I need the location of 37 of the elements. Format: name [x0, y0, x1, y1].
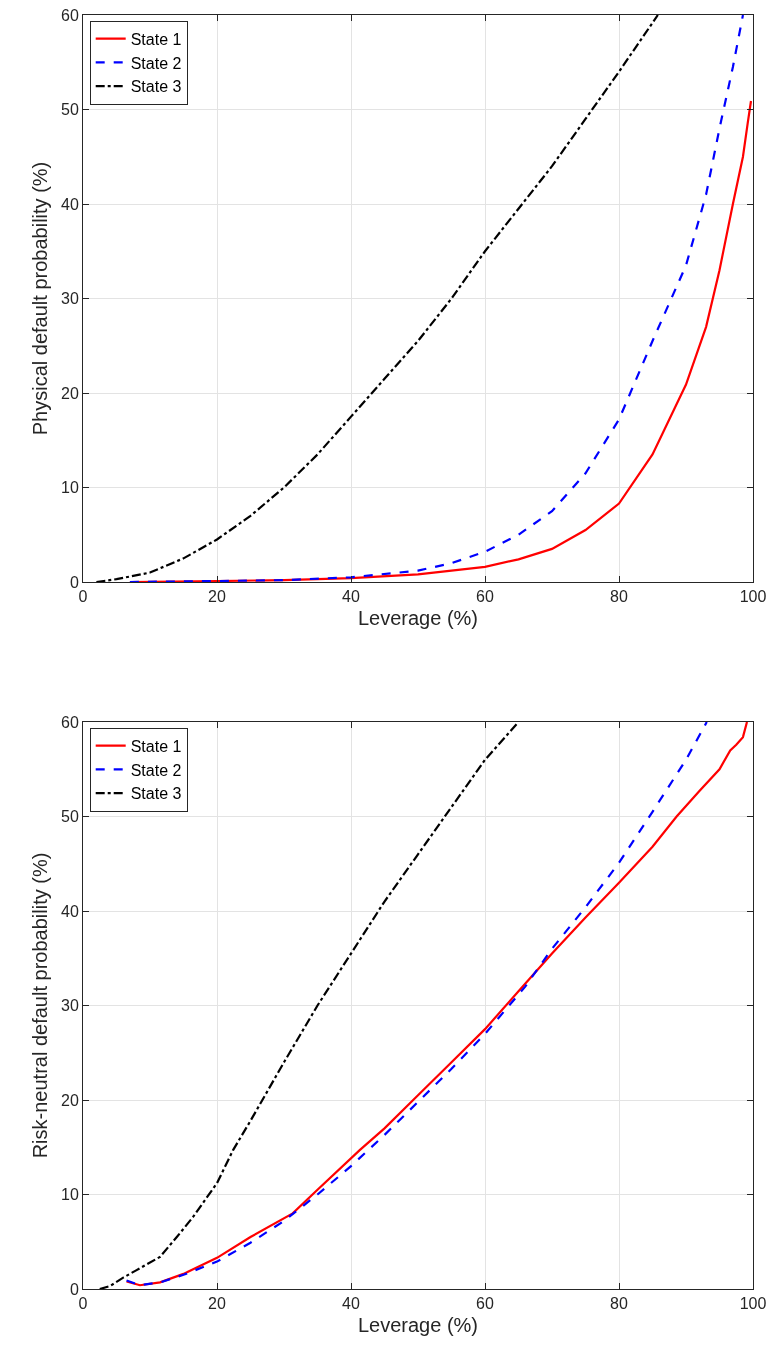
y-tick-label: 50: [61, 101, 79, 119]
x-tick-label: 20: [208, 1295, 226, 1313]
x-tick-label: 60: [476, 588, 494, 606]
y-tick-label: 40: [61, 902, 79, 920]
y-tick-label: 60: [61, 6, 79, 24]
y-tick-label: 0: [69, 573, 79, 591]
line-series: [98, 722, 520, 1289]
legend-label: State 1: [130, 737, 182, 755]
y-tick-label: 40: [61, 195, 79, 213]
x-axis-title: Leverage (%): [357, 1313, 479, 1336]
y-tick-label: 20: [61, 384, 79, 402]
x-tick-label: 20: [208, 588, 226, 606]
y-tick-label: 50: [61, 808, 79, 826]
y-tick-label: 30: [61, 290, 79, 308]
x-tick-label: 80: [610, 588, 628, 606]
x-tick-label: 60: [476, 1295, 494, 1313]
y-tick-label: 60: [61, 713, 79, 731]
x-axis-title: Leverage (%): [357, 606, 479, 629]
legend-label: State 1: [130, 30, 182, 48]
x-tick-label: 100: [739, 588, 767, 606]
legend-label: State 3: [130, 785, 182, 803]
y-axis-title: Risk-neutral default probability (%): [28, 852, 51, 1159]
y-tick-label: 20: [61, 1091, 79, 1109]
y-tick-label: 30: [61, 997, 79, 1015]
line-series: [95, 15, 659, 582]
legend-label: State 3: [130, 78, 182, 96]
x-tick-label: 40: [342, 1295, 360, 1313]
x-tick-label: 80: [610, 1295, 628, 1313]
x-tick-label: 40: [342, 588, 360, 606]
x-tick-label: 100: [739, 1295, 767, 1313]
line-series: [128, 15, 745, 582]
y-axis-title: Physical default probability (%): [28, 161, 51, 436]
y-tick-label: 0: [69, 1280, 79, 1298]
y-tick-label: 10: [61, 1186, 79, 1204]
legend-label: State 2: [130, 54, 182, 72]
legend-label: State 2: [130, 761, 182, 779]
y-tick-label: 10: [61, 479, 79, 497]
